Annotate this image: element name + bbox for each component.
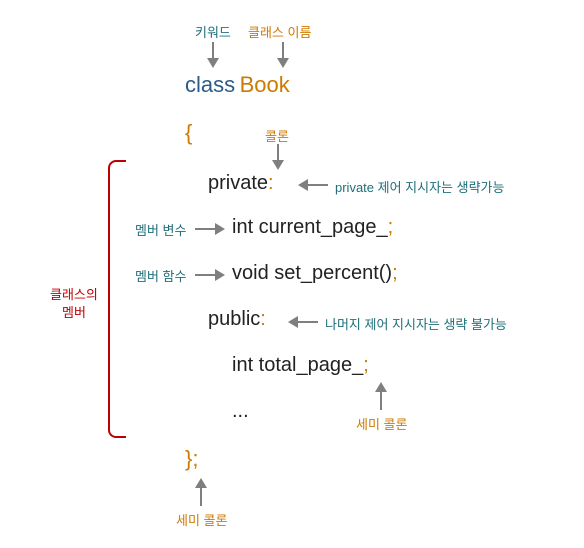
code-int-current-text: int current_page_: [232, 216, 388, 238]
code-class-name: Book: [240, 72, 290, 97]
label-keyword: 키워드: [195, 22, 231, 41]
label-semicolon1: 세미 콜론: [356, 414, 407, 433]
arrow-private-note-line: [308, 184, 328, 186]
code-int-current: int current_page_;: [232, 216, 393, 239]
code-void-set: void set_percent();: [232, 262, 398, 285]
label-member-var: 멤버 변수: [135, 220, 186, 239]
code-int-total-text: int total_page_: [232, 354, 363, 376]
bracket-class-member: [108, 160, 126, 438]
code-close-brace: };: [185, 446, 198, 472]
code-void-set-text: void set_percent(): [232, 262, 392, 284]
code-class-kw: class: [185, 72, 235, 97]
arrow-semi1-head: [375, 382, 387, 392]
code-int-total-semi: ;: [363, 354, 369, 376]
arrow-member-var-head: [215, 223, 225, 235]
arrow-semi2-head: [195, 478, 207, 488]
code-public: public:: [208, 308, 266, 331]
code-ellipsis: ...: [232, 400, 249, 423]
label-semicolon2: 세미 콜론: [176, 510, 227, 529]
label-public-note: 나머지 제어 지시자는 생략 불가능: [325, 314, 507, 333]
label-private-note: private 제어 지시자는 생략가능: [335, 177, 504, 196]
arrow-classname-head: [277, 58, 289, 68]
arrow-public-note-head: [288, 316, 298, 328]
arrow-member-func-line: [195, 274, 217, 276]
arrow-keyword-head: [207, 58, 219, 68]
code-public-colon: :: [260, 308, 266, 330]
code-open-brace: {: [185, 120, 192, 146]
code-private-kw: private: [208, 172, 268, 194]
code-public-kw: public: [208, 308, 260, 330]
label-colon: 콜론: [265, 126, 289, 145]
label-class-member-2: 멤버: [62, 302, 86, 321]
label-member-func: 멤버 함수: [135, 266, 186, 285]
arrow-semi2-line: [200, 488, 202, 506]
code-private: private:: [208, 172, 274, 195]
code-class-decl: class Book: [185, 72, 290, 98]
code-void-set-semi: ;: [392, 262, 398, 284]
label-class-name: 클래스 이름: [248, 22, 311, 41]
code-int-current-semi: ;: [388, 216, 394, 238]
code-close-semi: ;: [192, 446, 198, 471]
arrow-member-func-head: [215, 269, 225, 281]
label-class-member-1: 클래스의: [50, 284, 98, 303]
arrow-private-note-head: [298, 179, 308, 191]
arrow-public-note-line: [298, 321, 318, 323]
arrow-colon-head: [272, 160, 284, 170]
arrow-member-var-line: [195, 228, 217, 230]
code-private-colon: :: [268, 172, 274, 194]
code-int-total: int total_page_;: [232, 354, 369, 377]
arrow-semi1-line: [380, 392, 382, 410]
